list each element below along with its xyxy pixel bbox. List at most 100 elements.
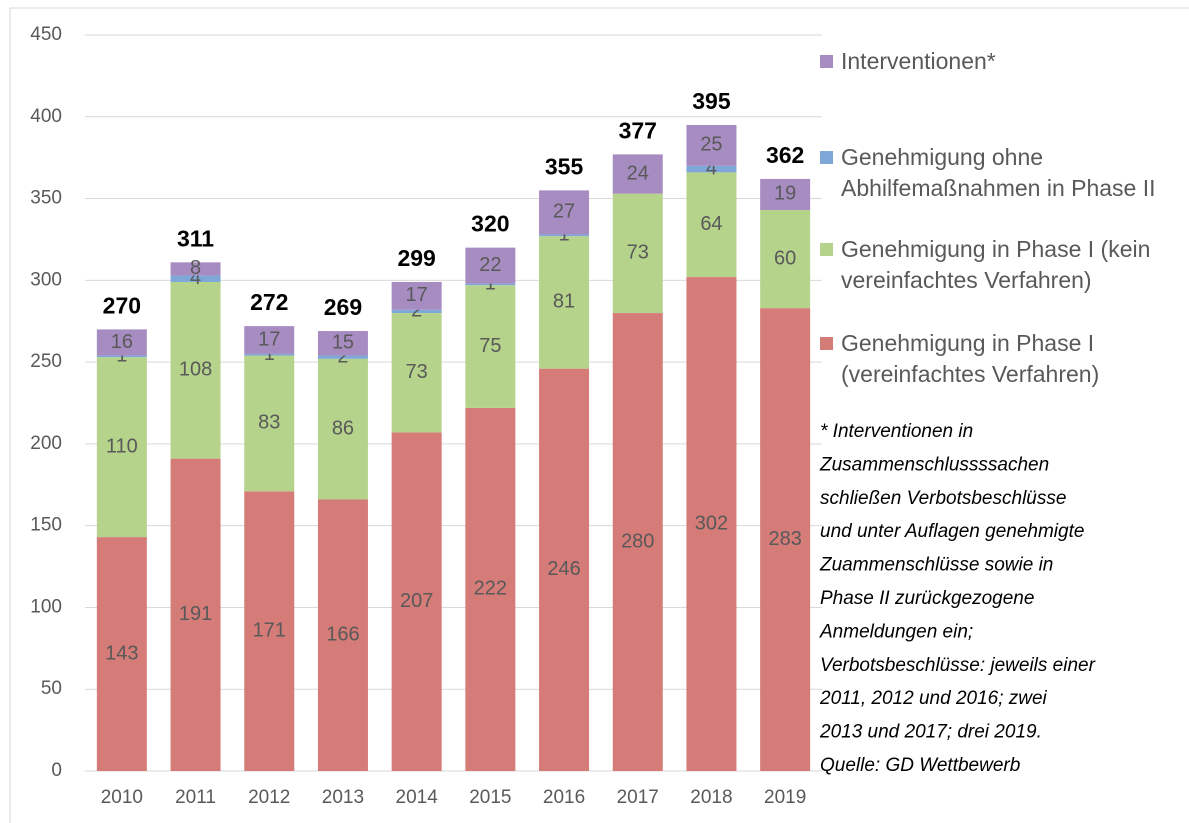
data-label: 19 bbox=[774, 183, 796, 205]
bar-segment bbox=[96, 357, 147, 538]
data-label: 64 bbox=[700, 213, 722, 235]
frame bbox=[9, 7, 1189, 823]
annotation: 2011, 2012 und 2016; zwei bbox=[819, 688, 1048, 709]
bar-segment bbox=[317, 331, 368, 356]
bar-segment bbox=[539, 234, 590, 237]
data-label: 1 bbox=[558, 224, 569, 246]
data-label: 8 bbox=[190, 257, 201, 279]
data-label: 191 bbox=[179, 603, 212, 625]
data-label: 16 bbox=[111, 331, 133, 353]
total-label: 355 bbox=[545, 153, 584, 179]
data-label: 280 bbox=[621, 530, 654, 552]
bar-segment bbox=[612, 154, 663, 194]
legend-swatch bbox=[820, 55, 833, 68]
data-label: 24 bbox=[627, 162, 649, 184]
legend-swatch bbox=[820, 337, 833, 350]
x-tick-label: 2011 bbox=[175, 787, 216, 808]
bar-segment bbox=[539, 236, 590, 369]
y-tick-label: 200 bbox=[30, 433, 62, 454]
legend-swatch bbox=[820, 151, 833, 164]
data-label: 171 bbox=[253, 619, 286, 641]
bar-segment bbox=[539, 368, 590, 771]
y-tick-label: 400 bbox=[30, 106, 62, 127]
data-label: 246 bbox=[547, 558, 580, 580]
total-label: 269 bbox=[324, 294, 362, 320]
bar-segment bbox=[391, 281, 442, 310]
bar-segment bbox=[170, 262, 221, 276]
data-label: 222 bbox=[474, 578, 507, 600]
bar-segment bbox=[391, 432, 442, 771]
x-tick-label: 2014 bbox=[396, 787, 439, 808]
bar-segment bbox=[612, 313, 663, 771]
bar-segment bbox=[760, 308, 811, 771]
data-label: 1 bbox=[485, 273, 496, 295]
annotation: * Interventionen in bbox=[820, 421, 973, 442]
legend-label: Genehmigung in Phase I (vereinfachtes Ve… bbox=[841, 330, 1100, 387]
data-label: 108 bbox=[179, 359, 212, 381]
data-label: 73 bbox=[406, 361, 428, 383]
annotation: Quelle: GD Wettbewerb bbox=[820, 755, 1020, 776]
legend-label: Interventionen* bbox=[841, 48, 996, 74]
bar-segment bbox=[760, 178, 811, 211]
data-label: 110 bbox=[106, 435, 138, 457]
x-tick-label: 2016 bbox=[543, 787, 585, 808]
annotation: und unter Auflagen genehmigte bbox=[820, 521, 1084, 542]
bar-segment bbox=[244, 491, 295, 771]
data-label: 81 bbox=[553, 291, 575, 313]
annotation: Anmeldungen ein; bbox=[819, 621, 973, 642]
bar-segment bbox=[317, 355, 368, 359]
y-tick-label: 350 bbox=[30, 188, 62, 209]
bar-segment bbox=[170, 458, 221, 771]
legend-item: Genehmigung in Phase I (kein vereinfacht… bbox=[820, 234, 1180, 296]
annotation: Phase II zurückgezogene bbox=[820, 588, 1034, 609]
bar-segment bbox=[465, 247, 516, 284]
legend-item: Genehmigung in Phase I (vereinfachtes Ve… bbox=[820, 328, 1180, 390]
legend-label: Genehmigung in Phase I (kein vereinfacht… bbox=[841, 236, 1151, 293]
data-label: 143 bbox=[105, 642, 138, 664]
bar-segment bbox=[244, 355, 295, 492]
data-label: 2 bbox=[337, 345, 348, 367]
total-label: 311 bbox=[177, 225, 214, 251]
bar-segment bbox=[465, 407, 516, 771]
legend-swatch bbox=[820, 243, 833, 256]
data-label: 1 bbox=[264, 343, 275, 365]
total-label: 299 bbox=[397, 245, 435, 271]
data-label: 4 bbox=[706, 157, 717, 179]
x-tick-label: 2017 bbox=[617, 787, 659, 808]
data-label: 166 bbox=[326, 624, 359, 646]
y-tick-label: 250 bbox=[30, 351, 62, 372]
bar-segment bbox=[317, 499, 368, 771]
bar-segment bbox=[96, 537, 147, 771]
bar-segment bbox=[539, 190, 590, 235]
data-label: 73 bbox=[627, 242, 649, 264]
data-label: 17 bbox=[258, 328, 280, 350]
data-label: 75 bbox=[479, 335, 501, 357]
x-tick-label: 2013 bbox=[322, 787, 364, 808]
data-label: 83 bbox=[258, 412, 280, 434]
total-label: 395 bbox=[692, 88, 731, 114]
bar-segment bbox=[96, 329, 147, 356]
data-label: 27 bbox=[553, 201, 575, 223]
bar-segment bbox=[465, 285, 516, 408]
total-label: 377 bbox=[619, 117, 657, 143]
annotation: 2013 und 2017; drei 2019. bbox=[819, 722, 1042, 743]
data-label: 4 bbox=[190, 267, 201, 289]
y-tick-label: 300 bbox=[30, 269, 62, 290]
bar-segment bbox=[760, 210, 811, 309]
total-label: 272 bbox=[250, 289, 288, 315]
x-tick-label: 2010 bbox=[101, 787, 143, 808]
bar-segment bbox=[686, 165, 737, 173]
bar-segment bbox=[170, 275, 221, 282]
bar-segment bbox=[612, 193, 663, 314]
data-label: 1 bbox=[116, 345, 127, 367]
bar-segment bbox=[96, 355, 147, 358]
legend-item: Interventionen* bbox=[820, 46, 1180, 77]
legend-label: Genehmigung ohne Abhilfemaßnahmen in Pha… bbox=[841, 144, 1156, 201]
bar-segment bbox=[170, 281, 221, 459]
bar-segment bbox=[465, 283, 516, 286]
data-label: 15 bbox=[332, 332, 354, 354]
data-label: 2 bbox=[411, 300, 422, 322]
total-label: 320 bbox=[471, 211, 509, 237]
bar-segment bbox=[686, 124, 737, 166]
